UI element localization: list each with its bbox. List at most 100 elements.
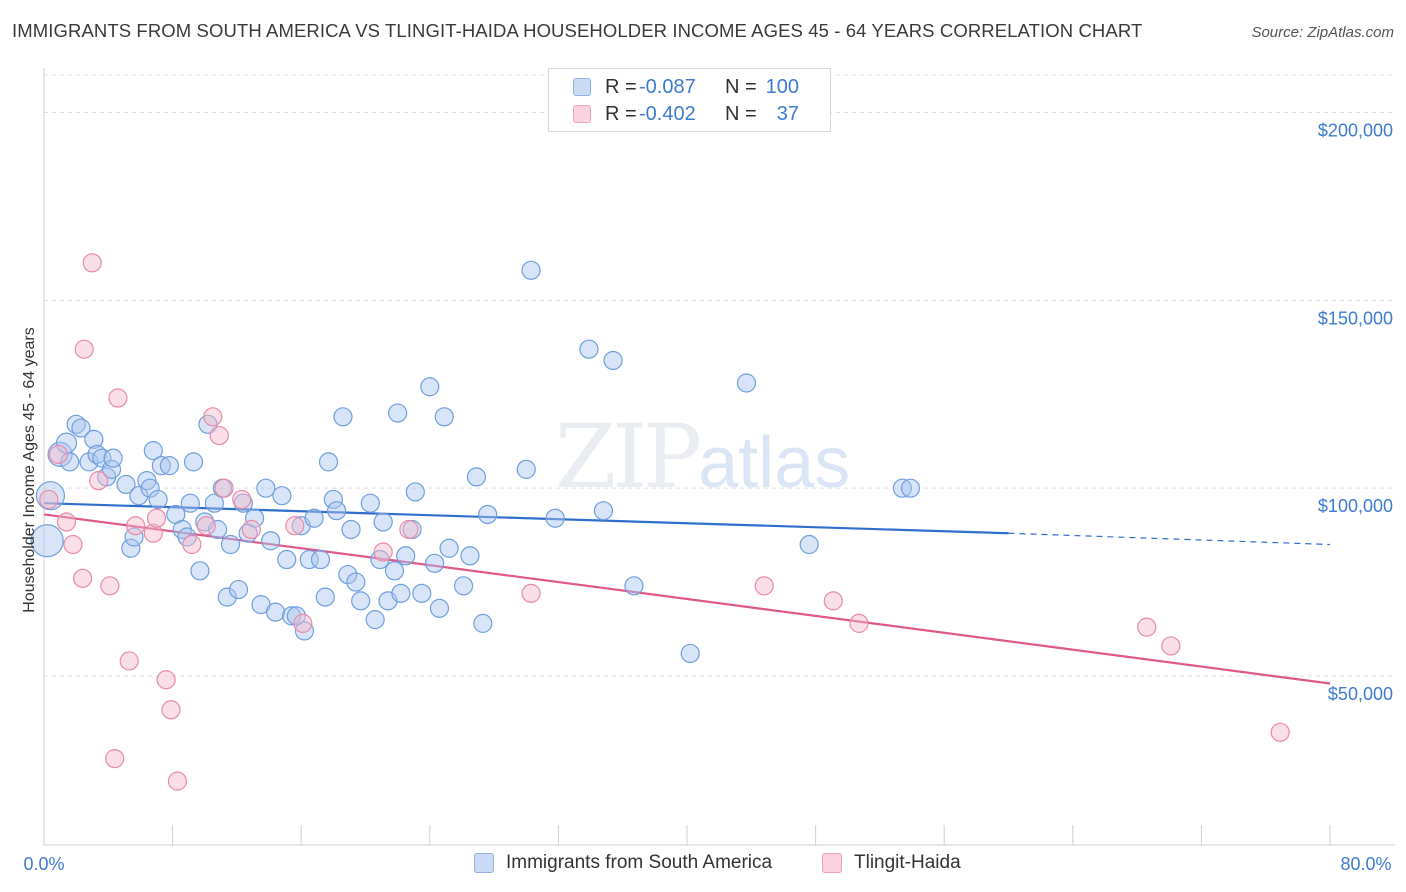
point-south-america	[261, 531, 281, 551]
point-south-america	[412, 583, 432, 603]
point-south-america	[47, 441, 73, 467]
point-south-america	[84, 429, 104, 449]
point-south-america	[148, 489, 168, 510]
point-south-america	[391, 583, 411, 603]
point-tlingit-haida	[100, 576, 120, 596]
point-south-america	[473, 613, 493, 633]
legend-item-south-america: Immigrants from South America	[474, 852, 772, 874]
point-south-america	[680, 643, 700, 664]
point-south-america	[338, 564, 358, 585]
point-south-america	[220, 534, 241, 555]
point-south-america	[286, 606, 306, 626]
point-south-america	[323, 489, 343, 510]
trend-lines	[43, 502, 1331, 685]
trend-line-south-america	[43, 502, 1009, 535]
point-south-america	[420, 377, 440, 397]
point-tlingit-haida	[63, 534, 83, 555]
legend-swatch-pink	[822, 853, 842, 873]
point-south-america	[425, 553, 445, 573]
point-south-america	[272, 486, 292, 506]
point-south-america	[71, 418, 91, 438]
axes	[43, 68, 1395, 846]
legend-r-value: -0.087	[639, 75, 696, 98]
point-tlingit-haida	[209, 425, 229, 446]
y-tick-label: $50,000	[1328, 684, 1393, 704]
y-tick-label: $150,000	[1318, 308, 1393, 328]
point-south-america	[373, 512, 393, 532]
point-tlingit-haida	[214, 478, 234, 498]
point-south-america	[624, 576, 644, 596]
point-south-america	[103, 448, 123, 468]
point-south-america	[318, 452, 339, 472]
legend-r-label: R =	[605, 102, 637, 125]
point-tlingit-haida	[156, 670, 176, 690]
point-south-america	[346, 572, 366, 592]
point-south-america	[208, 519, 228, 540]
data-points	[30, 253, 1290, 791]
point-tlingit-haida	[39, 489, 59, 510]
point-south-america	[434, 407, 454, 427]
chart-title: IMMIGRANTS FROM SOUTH AMERICA VS TLINGIT…	[12, 20, 1143, 41]
point-tlingit-haida	[521, 583, 541, 603]
point-tlingit-haida	[203, 407, 223, 427]
point-south-america	[384, 561, 405, 581]
point-tlingit-haida	[823, 591, 843, 611]
legend-n-value: 100	[765, 75, 799, 98]
point-south-america	[315, 587, 335, 607]
point-south-america	[121, 538, 141, 558]
point-south-america	[299, 549, 319, 570]
point-south-america	[190, 561, 210, 581]
legend-swatch-blue	[573, 78, 591, 96]
point-south-america	[294, 621, 315, 641]
legend-label: Tlingit-Haida	[854, 852, 961, 873]
point-tlingit-haida	[105, 749, 125, 769]
point-south-america	[521, 260, 541, 280]
legend-swatch-blue	[474, 853, 494, 873]
point-tlingit-haida	[754, 576, 774, 596]
point-south-america	[593, 501, 614, 521]
x-tick-label: 0.0%	[23, 854, 64, 874]
point-south-america	[30, 524, 64, 558]
series-legend: Immigrants from South America Tlingit-Ha…	[0, 852, 1406, 878]
point-south-america	[892, 478, 913, 498]
point-south-america	[228, 579, 249, 600]
point-tlingit-haida	[1270, 722, 1290, 742]
point-south-america	[129, 486, 149, 506]
legend-n-label: N =	[725, 75, 757, 98]
point-south-america	[799, 534, 819, 555]
point-south-america	[429, 598, 450, 618]
point-south-america	[304, 508, 324, 528]
point-south-america	[453, 576, 474, 596]
point-tlingit-haida	[82, 253, 102, 273]
legend-n-value: 37	[776, 102, 799, 125]
watermark: ZIPatlas	[555, 405, 851, 508]
point-south-america	[439, 538, 459, 558]
point-south-america	[603, 350, 623, 371]
point-south-america	[333, 407, 353, 427]
point-south-america	[217, 587, 237, 607]
point-south-america	[60, 452, 80, 472]
point-south-america	[281, 606, 302, 626]
point-tlingit-haida	[1161, 636, 1181, 656]
point-tlingit-haida	[108, 388, 128, 408]
point-south-america	[140, 478, 160, 498]
legend-label: Immigrants from South America	[506, 852, 773, 873]
point-tlingit-haida	[849, 613, 869, 633]
point-south-america	[244, 508, 265, 528]
point-south-america	[736, 373, 757, 393]
y-axis-title: Householder Income Ages 45 - 64 years	[21, 327, 38, 613]
point-south-america	[388, 403, 408, 423]
point-tlingit-haida	[89, 471, 109, 491]
point-tlingit-haida	[167, 771, 188, 791]
legend-r-label: R =	[605, 75, 637, 98]
legend-item-tlingit-haida: Tlingit-Haida	[822, 852, 961, 874]
point-south-america	[151, 456, 171, 476]
point-south-america	[478, 504, 498, 525]
point-tlingit-haida	[119, 651, 139, 671]
point-south-america	[365, 610, 385, 630]
trend-extension-south-america	[1008, 532, 1331, 546]
point-tlingit-haida	[241, 519, 261, 540]
point-south-america	[516, 459, 536, 479]
point-tlingit-haida	[48, 444, 69, 464]
